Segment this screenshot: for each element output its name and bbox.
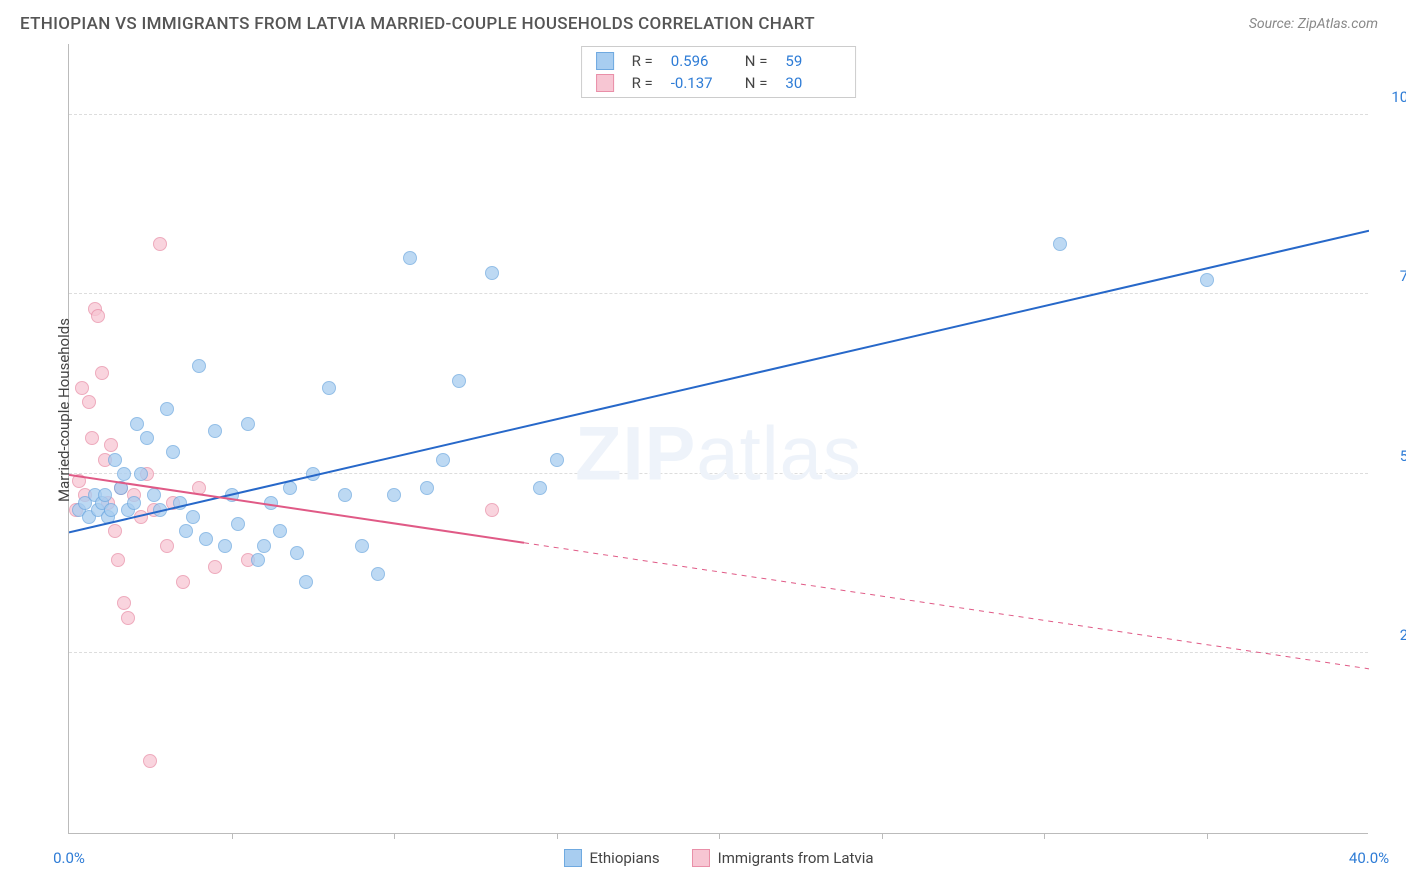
legend-row: R = -0.137 N = 30	[582, 72, 856, 94]
y-tick-label: 50.0%	[1376, 447, 1406, 465]
legend-item: Immigrants from Latvia	[692, 849, 874, 867]
legend-swatch	[596, 52, 614, 70]
legend-swatch	[596, 74, 614, 92]
chart-title: ETHIOPIAN VS IMMIGRANTS FROM LATVIA MARR…	[20, 14, 815, 34]
r-value: -0.137	[671, 74, 727, 92]
chart-header: ETHIOPIAN VS IMMIGRANTS FROM LATVIA MARR…	[0, 0, 1406, 44]
legend-row: R = 0.596 N = 59	[582, 50, 856, 72]
legend-label: Immigrants from Latvia	[718, 849, 874, 867]
n-label: N =	[745, 52, 768, 70]
n-label: N =	[745, 74, 768, 92]
n-value: 59	[785, 52, 841, 70]
r-label: R =	[632, 52, 653, 70]
regression-line-solid	[69, 231, 1369, 533]
y-tick-label: 75.0%	[1376, 267, 1406, 285]
regression-line-solid	[69, 475, 524, 543]
x-tick-label: 40.0%	[1349, 849, 1389, 867]
legend-swatch	[563, 849, 581, 867]
regression-lines	[69, 44, 1369, 834]
y-tick-label: 25.0%	[1376, 626, 1406, 644]
n-value: 30	[785, 74, 841, 92]
regression-line-dashed	[524, 543, 1369, 669]
x-tick-label: 0.0%	[53, 849, 85, 867]
legend-item: Ethiopians	[563, 849, 659, 867]
series-legend: Ethiopians Immigrants from Latvia	[563, 849, 873, 867]
chart-source: Source: ZipAtlas.com	[1249, 16, 1378, 32]
y-tick-label: 100.0%	[1376, 88, 1406, 106]
legend-label: Ethiopians	[589, 849, 659, 867]
r-value: 0.596	[671, 52, 727, 70]
r-label: R =	[632, 74, 653, 92]
plot-area: ZIPatlas Married-couple Households R =0.…	[68, 44, 1368, 834]
legend-swatch	[692, 849, 710, 867]
correlation-legend: R = 0.596 N = 59 R = -0.137 N = 30	[581, 46, 857, 98]
